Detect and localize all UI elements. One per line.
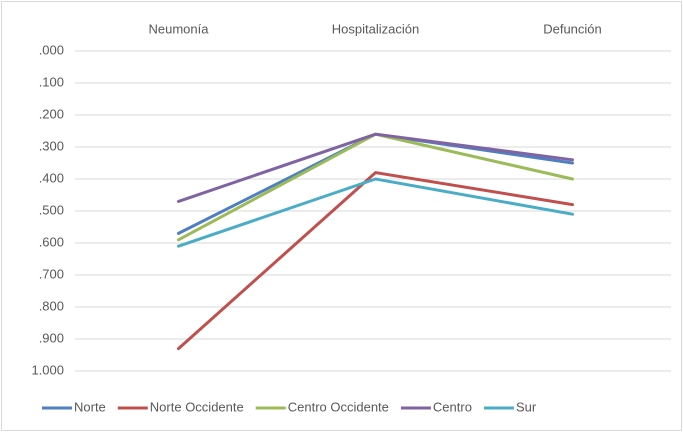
legend-label: Centro: [433, 399, 472, 414]
x-tick-label: Neumonía: [149, 21, 210, 36]
y-tick-label: .400: [39, 170, 64, 185]
y-tick-label: .500: [39, 202, 64, 217]
y-tick-label: .300: [39, 138, 64, 153]
y-tick-label: .600: [39, 234, 64, 249]
y-tick-label: .900: [39, 330, 64, 345]
y-tick-label: .200: [39, 106, 64, 121]
y-tick-label: .100: [39, 74, 64, 89]
series-line: [177, 177, 574, 248]
series-line: [177, 132, 574, 203]
legend-label: Sur: [516, 399, 537, 414]
legend-label: Norte: [74, 399, 106, 414]
legend-label: Centro Occidente: [288, 399, 389, 414]
y-tick-label: 1.000: [31, 362, 64, 377]
x-tick-label: Hospitalización: [332, 21, 419, 36]
legend-label: Norte Occidente: [150, 399, 244, 414]
y-tick-label: .700: [39, 266, 64, 281]
y-tick-label: .000: [39, 42, 64, 57]
x-tick-label: Defunción: [543, 21, 602, 36]
y-tick-label: .800: [39, 298, 64, 313]
series-line: [177, 171, 574, 351]
